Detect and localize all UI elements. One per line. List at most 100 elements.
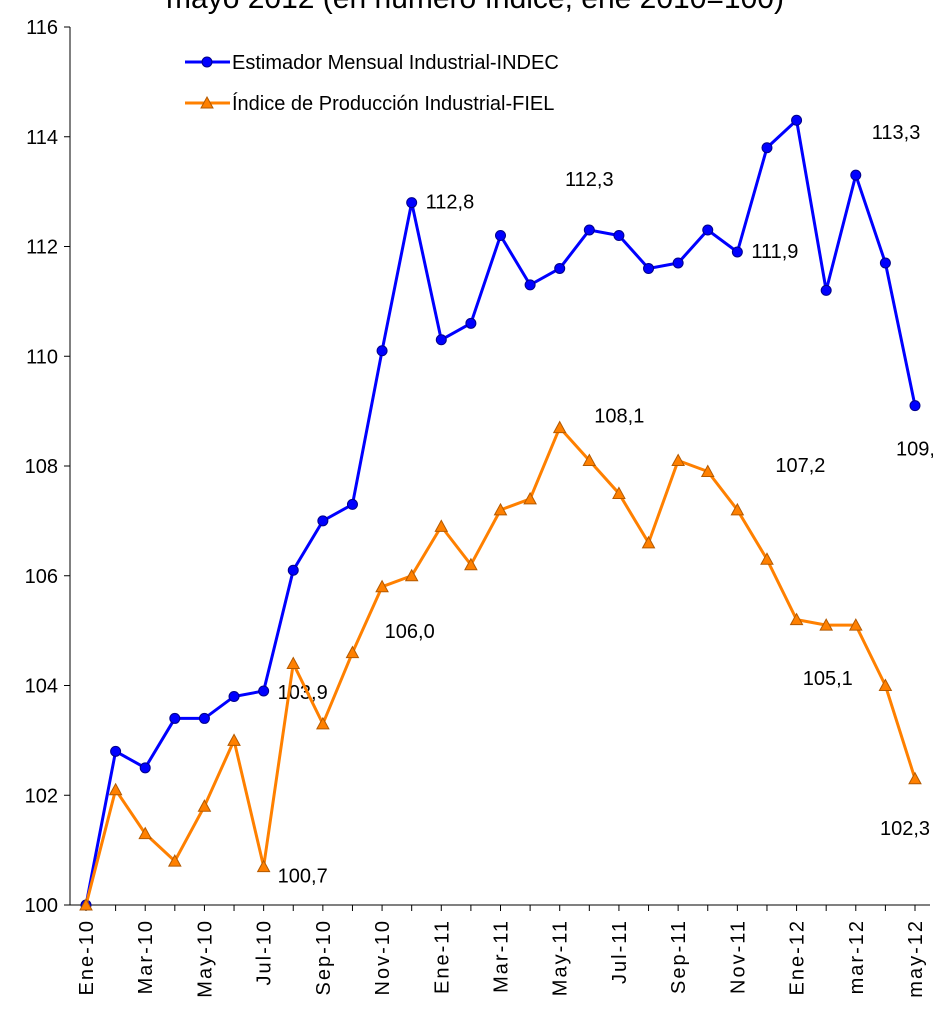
x-tick-label: may-12 [905, 919, 927, 998]
point [465, 317, 477, 329]
x-tick-label: Ene-12 [787, 919, 809, 996]
point [879, 257, 891, 269]
data-label: 113,3 [872, 122, 921, 144]
point [110, 745, 122, 757]
point [612, 486, 626, 499]
legend-marker [201, 56, 213, 68]
x-tick-label: May-10 [194, 919, 216, 998]
x-tick-label: Mar-11 [491, 919, 513, 993]
point [167, 854, 182, 867]
data-label: 105,1 [803, 668, 853, 690]
point [495, 230, 506, 242]
y-tick-label: 106 [25, 566, 58, 588]
data-label: 109,1 [896, 439, 933, 461]
point [641, 535, 656, 549]
data-label: 106,0 [385, 621, 435, 643]
data-label: 100,7 [278, 866, 328, 888]
point [434, 519, 449, 532]
legend-marker [200, 95, 214, 109]
point [197, 799, 212, 812]
point [552, 420, 567, 434]
data-label: 107,2 [775, 455, 825, 477]
x-tick-label: Ene-10 [76, 919, 98, 996]
point [791, 114, 803, 126]
y-tick-label: 108 [25, 456, 58, 478]
point [523, 491, 537, 505]
x-tick-label: Nov-11 [727, 919, 749, 994]
data-label: 111,9 [751, 241, 798, 263]
point [375, 579, 389, 593]
point [435, 334, 447, 346]
point [346, 498, 358, 510]
point [493, 502, 508, 516]
point [643, 262, 655, 274]
chart-title: mayo 2012 (en número índice, ene 2010=10… [166, 0, 784, 15]
x-tick-label: May-11 [550, 919, 572, 996]
y-tick-label: 102 [25, 785, 58, 807]
data-label: 108,1 [594, 406, 644, 428]
point [819, 618, 834, 631]
point [909, 400, 921, 412]
point [317, 515, 329, 527]
x-tick-label: Nov-10 [372, 919, 394, 995]
point [820, 284, 832, 296]
legend-label: Índice de Producción Industrial-FIEL [232, 92, 554, 115]
point [908, 771, 922, 785]
point [761, 142, 773, 154]
point [731, 246, 743, 258]
y-tick-label: 114 [26, 127, 58, 149]
x-tick-label: Sep-10 [313, 919, 335, 996]
point [702, 224, 714, 236]
x-tick-label: Mar-10 [135, 919, 157, 994]
point [613, 230, 625, 242]
legend-label: Estimador Mensual Industrial-INDEC [232, 52, 559, 74]
series-line [84, 424, 917, 906]
point [878, 678, 893, 691]
x-tick-label: Ene-11 [431, 919, 453, 994]
point [672, 257, 684, 269]
y-tick-label: 110 [26, 346, 58, 368]
y-tick-label: 104 [25, 676, 58, 698]
y-tick-label: 100 [25, 895, 58, 917]
point [316, 716, 330, 730]
point [258, 685, 270, 697]
point [850, 169, 862, 181]
point [848, 618, 863, 631]
point [228, 690, 240, 702]
point [760, 552, 774, 565]
point [286, 656, 301, 670]
point [227, 733, 241, 746]
point [376, 345, 388, 357]
y-tick-label: 112 [26, 237, 58, 259]
x-tick-label: Jul-10 [254, 919, 276, 985]
point [256, 859, 271, 873]
point [287, 564, 299, 576]
point [138, 826, 153, 840]
x-tick-label: Jul-11 [609, 919, 631, 984]
point [554, 262, 566, 274]
x-tick-label: Sep-11 [668, 919, 690, 994]
point [730, 502, 745, 516]
point [582, 453, 597, 467]
point [404, 568, 419, 582]
point [671, 453, 685, 467]
point [583, 224, 595, 236]
point [79, 897, 93, 911]
point [169, 712, 181, 724]
point [524, 279, 536, 291]
y-tick-label: 116 [26, 17, 58, 39]
data-label: 112,3 [565, 169, 614, 191]
point [789, 612, 804, 626]
point [139, 762, 151, 774]
x-tick-label: mar-12 [846, 919, 868, 994]
data-label: 102,3 [880, 818, 930, 840]
point [406, 197, 418, 209]
point [464, 557, 478, 571]
point [345, 645, 360, 659]
point [198, 712, 210, 724]
data-label: 112,8 [426, 192, 475, 214]
point [108, 782, 123, 796]
point [700, 464, 715, 477]
